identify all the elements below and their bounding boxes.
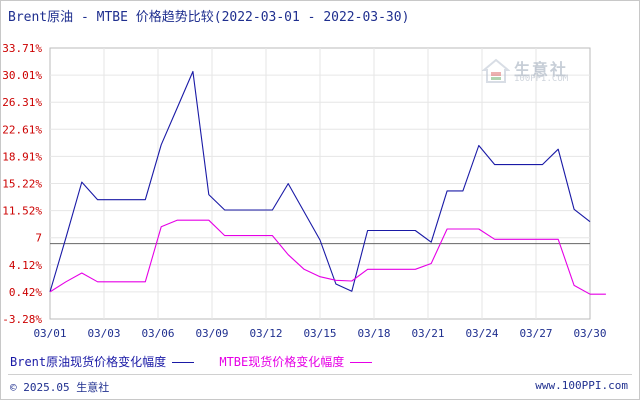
y-tick-label: 33.71% [2,42,42,55]
y-tick-label: 11.52% [2,205,42,218]
brent-series-line [49,70,591,293]
x-tick-label: 03/30 [573,327,606,340]
x-tick-label: 03/24 [465,327,498,340]
legend-label-brent: Brent原油现货价格变化幅度 [10,355,167,369]
footer-url: www.100PPI.com [535,379,628,392]
y-tick-label: -3.28% [2,313,42,326]
y-tick-label: 4.12% [9,259,42,272]
y-tick-label: 22.61% [2,123,42,136]
x-tick-label: 03/12 [249,327,282,340]
y-tick-label: 18.91% [2,150,42,163]
legend: Brent原油现货价格变化幅度 MTBE现货价格变化幅度 [10,353,390,370]
mtbe-series-line [49,219,606,295]
legend-label-mtbe: MTBE现货价格变化幅度 [219,355,345,369]
footer-divider [8,374,632,375]
watermark-logo: 生意社 100PPI.COM [482,56,582,86]
legend-swatch-brent [172,362,195,363]
y-tick-label: 15.22% [2,178,42,191]
x-tick-label: 03/27 [519,327,552,340]
legend-item-mtbe: MTBE现货价格变化幅度 [219,353,373,370]
x-tick-label: 03/21 [411,327,444,340]
watermark-url: 100PPI.COM [514,74,569,84]
x-tick-label: 03/18 [357,327,390,340]
x-tick-label: 03/15 [303,327,336,340]
legend-item-brent: Brent原油现货价格变化幅度 [10,353,195,370]
house-icon [482,58,510,83]
x-tick-label: 03/01 [33,327,66,340]
y-tick-label: 7 [35,232,42,245]
watermark-name: 生意社 [514,60,569,79]
x-tick-label: 03/06 [141,327,174,340]
legend-swatch-mtbe [350,362,373,363]
footer: © 2025.05 生意社 www.100PPI.com [0,374,640,398]
footer-copyright: © 2025.05 生意社 [10,381,110,394]
y-tick-label: 26.31% [2,96,42,109]
y-tick-label: 0.42% [9,286,42,299]
x-tick-label: 03/03 [87,327,120,340]
y-tick-label: 30.01% [2,69,42,82]
chart-title: Brent原油 - MTBE 价格趋势比较(2022-03-01 - 2022-… [8,10,410,25]
x-tick-label: 03/09 [195,327,228,340]
